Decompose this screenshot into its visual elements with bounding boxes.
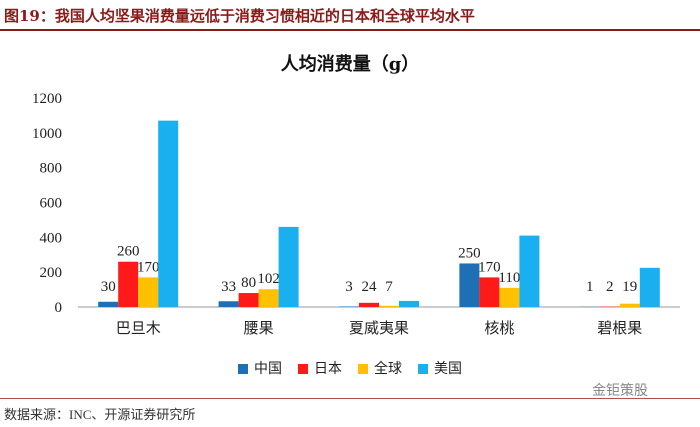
data-label: 3 [345, 279, 353, 295]
x-category-label: 腰果 [244, 319, 274, 337]
bar [238, 293, 259, 307]
legend-swatch [238, 364, 248, 374]
data-label: 110 [498, 270, 520, 286]
legend-swatch [298, 364, 308, 374]
watermark: 金钜策股 [592, 383, 648, 399]
y-tick-label: 800 [40, 161, 63, 177]
data-label: 19 [622, 279, 637, 295]
y-tick-label: 1000 [32, 126, 62, 142]
legend-label: 美国 [434, 361, 462, 377]
x-category-label: 夏威夷果 [349, 319, 409, 337]
data-label: 2 [606, 279, 614, 295]
legend-label: 中国 [254, 361, 282, 377]
bar [639, 267, 660, 307]
figure-title: 图19：我国人均坚果消费量远低于消费习惯相近的日本和全球平均水平 [4, 7, 475, 25]
legend-item: 美国 [418, 358, 462, 378]
data-label: 80 [241, 275, 256, 291]
x-category-label: 巴旦木 [116, 319, 161, 337]
data-label: 1 [586, 279, 594, 295]
chart-title: 人均消费量（g） [280, 54, 420, 75]
data-label: 170 [478, 259, 501, 275]
data-label: 170 [137, 259, 160, 275]
y-tick-label: 200 [40, 265, 63, 281]
x-category-label: 核桃 [484, 319, 514, 337]
y-tick-label: 400 [40, 230, 63, 246]
legend-label: 全球 [374, 361, 402, 377]
title-rule [0, 29, 700, 31]
bar [459, 263, 480, 307]
data-label: 260 [117, 244, 140, 260]
legend-item: 中国 [238, 358, 282, 378]
data-label: 102 [257, 271, 280, 287]
figure-header: 图19：我国人均坚果消费量远低于消费习惯相近的日本和全球平均水平 [0, 0, 700, 31]
bar [118, 261, 139, 307]
data-label: 250 [458, 245, 481, 261]
data-label: 24 [362, 279, 378, 295]
bar [158, 120, 179, 308]
source-note: 数据来源：INC、开源证券研究所 [4, 407, 196, 422]
bar [619, 303, 640, 307]
data-label: 7 [385, 279, 393, 295]
bar [399, 300, 419, 307]
bar [258, 289, 279, 307]
y-tick-label: 0 [55, 300, 63, 316]
legend-swatch [418, 364, 428, 374]
legend-item: 日本 [298, 358, 342, 378]
bar [359, 302, 379, 307]
bar [98, 301, 119, 307]
y-tick-label: 1200 [32, 91, 62, 107]
legend-swatch [358, 364, 368, 374]
chart-legend: 中国 日本 全球 美国 [0, 358, 700, 378]
bar [499, 287, 520, 307]
y-tick-label: 600 [40, 196, 63, 212]
bar [218, 301, 239, 307]
legend-item: 全球 [358, 358, 402, 378]
bar [278, 226, 299, 307]
bar [479, 277, 500, 307]
bar [379, 305, 399, 307]
bar [519, 235, 540, 307]
data-label: 33 [221, 279, 236, 295]
bar [339, 306, 359, 307]
data-label: 30 [101, 279, 116, 295]
x-category-label: 碧根果 [597, 319, 642, 337]
bar [138, 277, 159, 307]
footer-rule [0, 398, 700, 399]
legend-label: 日本 [314, 361, 342, 377]
